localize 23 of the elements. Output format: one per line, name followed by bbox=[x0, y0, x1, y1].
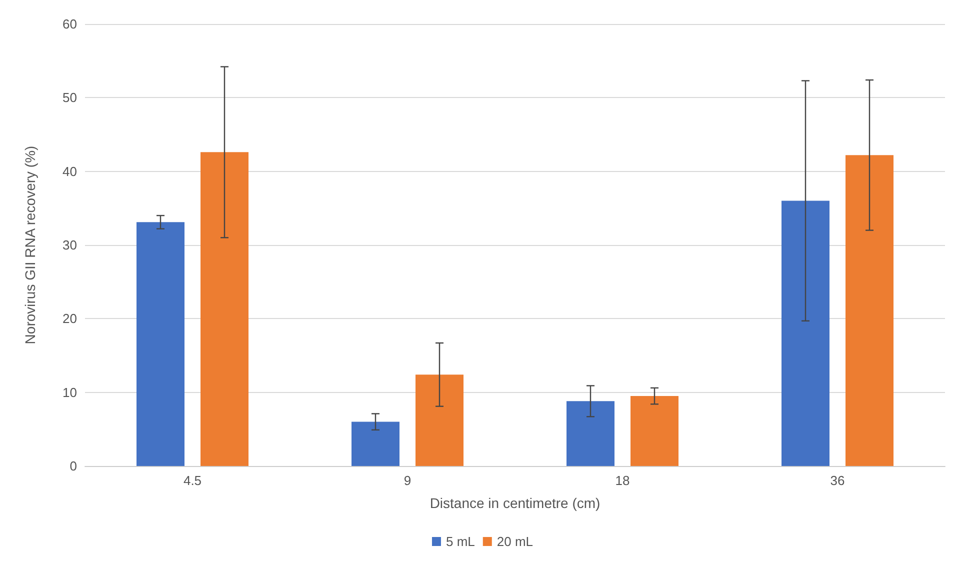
bar bbox=[416, 374, 464, 466]
x-axis-title: Distance in centimetre (cm) bbox=[430, 495, 600, 511]
x-tick-label: 4.5 bbox=[183, 473, 202, 488]
y-tick-label: 30 bbox=[62, 238, 77, 252]
y-axis-title: Norovirus GII RNA recovery (%) bbox=[22, 146, 38, 344]
x-tick-label: 18 bbox=[615, 473, 630, 488]
bar bbox=[136, 222, 184, 466]
bar bbox=[846, 155, 894, 466]
bar bbox=[566, 401, 614, 466]
bar bbox=[782, 200, 830, 466]
y-tick-label: 10 bbox=[62, 384, 77, 400]
bar bbox=[352, 422, 400, 466]
y-tick-label: 40 bbox=[62, 164, 77, 179]
bar bbox=[630, 396, 678, 466]
y-tick-label: 20 bbox=[62, 311, 77, 326]
bar bbox=[200, 152, 248, 466]
y-tick-label: 0 bbox=[70, 458, 77, 474]
y-tick-label: 50 bbox=[62, 90, 77, 106]
legend-label: 20 mL bbox=[496, 534, 534, 549]
x-tick-label: 9 bbox=[404, 473, 412, 488]
legend-label: 5 mL bbox=[446, 534, 475, 549]
y-tick-label: 60 bbox=[62, 16, 77, 32]
x-tick-label: 36 bbox=[830, 473, 845, 488]
